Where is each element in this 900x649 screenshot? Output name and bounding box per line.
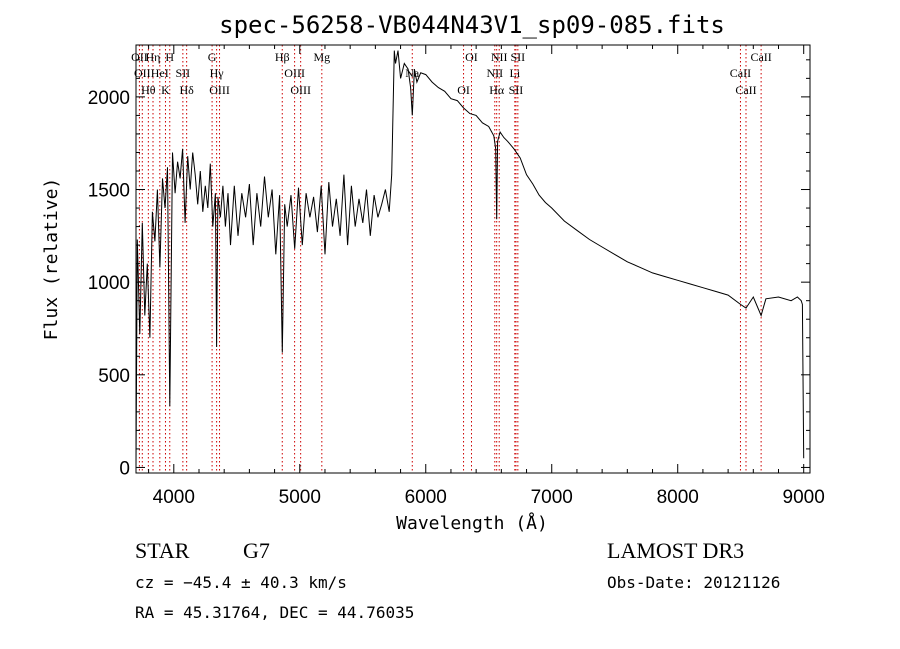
- plot-title: spec-56258-VB044N43V1_sp09-085.fits: [219, 11, 725, 39]
- spectral-line-label: Hβ: [275, 50, 290, 64]
- spectrum-line: [135, 50, 805, 468]
- spectral-line-label: Hθ: [141, 83, 156, 97]
- x-tick-label: 7000: [531, 487, 573, 508]
- object-subclass: G7: [243, 538, 270, 563]
- spectral-line-label: G: [208, 50, 217, 64]
- y-axis-label: Flux (relative): [41, 178, 62, 341]
- plot-frame: [135, 44, 811, 474]
- spectral-line-label: SII: [509, 83, 524, 97]
- spectral-line-label: CaII: [730, 66, 751, 80]
- spectral-line-label: Hδ: [179, 83, 194, 97]
- x-tick-label: 5000: [279, 487, 321, 508]
- spectral-line-label: OIII: [290, 83, 311, 97]
- spectral-line-label: K: [161, 83, 170, 97]
- spectral-line-labels: OIIOIIHθHηHeIKHSIIHδGHγOIIIHβOIIIOIIIMgN…: [131, 50, 772, 97]
- x-axis-label: Wavelength (Å): [396, 512, 548, 534]
- x-tick-label: 6000: [405, 487, 447, 508]
- spectral-line-label: Mg: [313, 50, 330, 64]
- spectral-line-label: H: [165, 50, 174, 64]
- x-tick-label: 8000: [657, 487, 699, 508]
- spectral-line-label: CaII: [750, 50, 771, 64]
- object-class: STAR: [135, 538, 190, 563]
- y-tick-label: 2000: [88, 88, 130, 109]
- spectral-line-label: CaII: [735, 83, 756, 97]
- spectral-line-label: Li: [509, 66, 520, 80]
- x-axis-ticks: 4000 5000 6000 7000 8000 9000: [148, 45, 825, 508]
- y-tick-label: 1500: [88, 181, 130, 202]
- spectral-line-label: Hη: [146, 50, 161, 64]
- spectral-line-label: SII: [511, 50, 526, 64]
- spectral-line-label: Hγ: [210, 66, 225, 80]
- spectral-line-label: OIII: [284, 66, 305, 80]
- y-axis-ticks: 0 500 1000 1500 2000: [88, 59, 810, 479]
- redshift-readout: cz = −45.4 ± 40.3 km/s: [135, 573, 347, 592]
- y-tick-label: 1000: [88, 273, 130, 294]
- spectral-line-label: NII: [491, 50, 508, 64]
- spectral-line-label: Hα: [489, 83, 505, 97]
- spectral-line-label: SII: [176, 66, 191, 80]
- spectral-line-label: OI: [465, 50, 478, 64]
- spectral-line-label: OII: [134, 66, 151, 80]
- spectral-line-label: Na: [405, 66, 420, 80]
- x-tick-label: 4000: [153, 487, 195, 508]
- spectral-line-markers: [138, 45, 762, 473]
- coordinates-readout: RA = 45.31764, DEC = 44.76035: [135, 603, 415, 622]
- spectral-line-label: OII: [131, 50, 148, 64]
- spectral-line-label: OIII: [209, 83, 230, 97]
- spectrum-plot: spec-56258-VB044N43V1_sp09-085.fits 4000…: [41, 11, 825, 534]
- spectral-line-label: HeI: [151, 66, 169, 80]
- x-tick-label: 9000: [783, 487, 825, 508]
- spectral-line-label: OI: [457, 83, 470, 97]
- spectral-line-label: NII: [486, 66, 503, 80]
- obs-date: Obs-Date: 20121126: [607, 573, 781, 592]
- survey-name: LAMOST DR3: [607, 538, 745, 563]
- y-tick-label: 0: [119, 458, 130, 479]
- spectrum-series: [135, 50, 805, 468]
- y-tick-label: 500: [98, 366, 130, 387]
